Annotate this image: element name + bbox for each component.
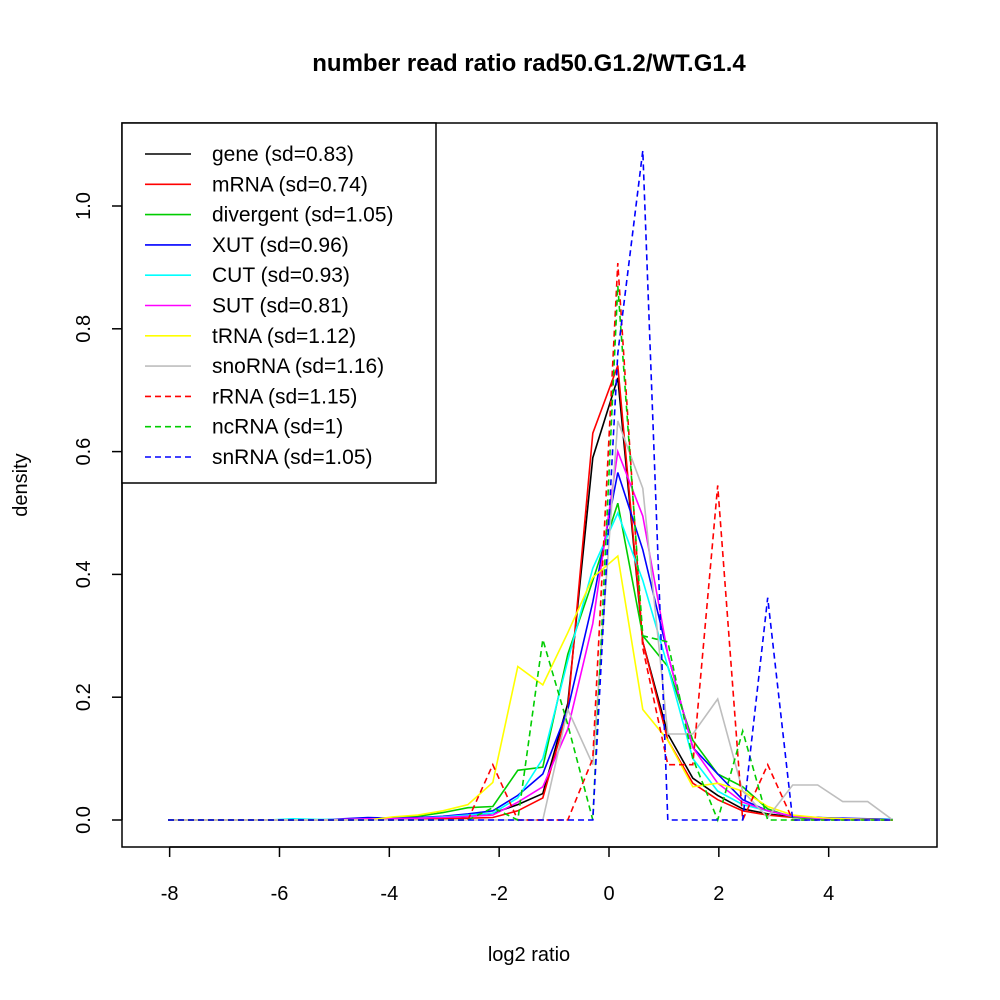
legend-label: snRNA (sd=1.05)	[212, 446, 373, 469]
y-tick-label: 1.0	[73, 192, 95, 220]
legend-label: ncRNA (sd=1)	[212, 416, 343, 439]
series-line-3	[168, 472, 893, 821]
x-tick-label: 4	[823, 883, 834, 905]
x-tick-label: 2	[713, 883, 724, 905]
legend-label: divergent (sd=1.05)	[212, 204, 394, 227]
y-tick-label: 0.0	[73, 806, 95, 834]
legend-label: rRNA (sd=1.15)	[212, 385, 357, 408]
x-tick-label: 0	[603, 883, 614, 905]
series-lines	[168, 150, 894, 823]
legend-label: gene (sd=0.83)	[212, 143, 354, 166]
legend-box	[121, 122, 437, 484]
legend-label: snoRNA (sd=1.16)	[212, 355, 384, 378]
legend-label: CUT (sd=0.93)	[212, 264, 350, 287]
chart-title: number read ratio rad50.G1.2/WT.G1.4	[312, 50, 746, 77]
y-axis: 0.0 0.2 0.4 0.6 0.8 1.0	[73, 192, 123, 834]
legend: gene (sd=0.83) mRNA (sd=0.74) divergent (s…	[121, 122, 437, 484]
x-tick-label: -4	[380, 883, 398, 905]
y-tick-label: 0.2	[73, 683, 95, 711]
y-axis-label: density	[10, 453, 32, 516]
series-line-6	[168, 554, 893, 821]
series-line-5	[168, 448, 893, 821]
series-line-4	[168, 510, 893, 821]
y-tick-label: 0.6	[73, 438, 95, 466]
y-tick-label: 0.8	[73, 315, 95, 343]
legend-label: XUT (sd=0.96)	[212, 234, 349, 257]
series-line-2	[168, 502, 893, 821]
legend-label: SUT (sd=0.81)	[212, 295, 349, 318]
x-tick-label: -2	[490, 883, 508, 905]
x-axis-label: log2 ratio	[488, 944, 570, 966]
legend-label: tRNA (sd=1.12)	[212, 325, 356, 348]
series-line-10	[168, 150, 893, 821]
x-axis: -8 -6 -4 -2 0 2 4	[161, 846, 834, 905]
x-tick-label: -6	[271, 883, 289, 905]
y-tick-label: 0.4	[73, 560, 95, 588]
legend-label: mRNA (sd=0.74)	[212, 173, 368, 196]
x-tick-label: -8	[161, 883, 179, 905]
